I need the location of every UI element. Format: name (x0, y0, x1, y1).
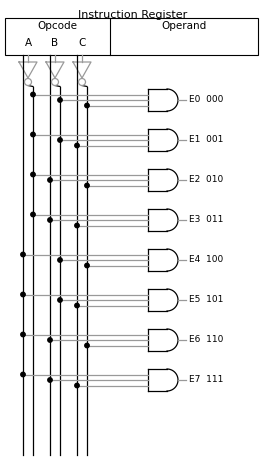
Circle shape (21, 252, 25, 257)
Circle shape (58, 298, 62, 302)
Circle shape (52, 78, 59, 86)
Circle shape (31, 212, 35, 217)
Circle shape (58, 98, 62, 102)
Circle shape (75, 143, 79, 148)
Circle shape (48, 178, 52, 182)
Circle shape (58, 138, 62, 142)
Text: Instruction Register: Instruction Register (78, 10, 188, 20)
Circle shape (31, 132, 35, 137)
Circle shape (48, 218, 52, 222)
Text: Operand: Operand (161, 21, 207, 31)
Circle shape (85, 183, 89, 188)
Circle shape (31, 172, 35, 177)
Text: E3  011: E3 011 (189, 216, 223, 225)
Circle shape (58, 258, 62, 262)
Text: B: B (51, 38, 59, 48)
Circle shape (31, 92, 35, 97)
Bar (5, 18, 258, 55)
Circle shape (85, 263, 89, 268)
Text: Opcode: Opcode (38, 21, 77, 31)
Text: E0  000: E0 000 (189, 95, 223, 104)
Circle shape (75, 223, 79, 227)
Circle shape (85, 343, 89, 348)
Text: E2  010: E2 010 (189, 175, 223, 185)
Circle shape (21, 292, 25, 297)
Circle shape (85, 103, 89, 108)
Circle shape (75, 384, 79, 388)
Text: A: A (24, 38, 32, 48)
Circle shape (48, 378, 52, 382)
Circle shape (21, 332, 25, 337)
Text: E5  101: E5 101 (189, 296, 223, 305)
Circle shape (75, 303, 79, 308)
Text: E4  100: E4 100 (189, 256, 223, 265)
Text: E7  111: E7 111 (189, 376, 223, 384)
Circle shape (21, 372, 25, 376)
Circle shape (78, 78, 85, 86)
Circle shape (48, 338, 52, 342)
Circle shape (24, 78, 31, 86)
Text: C: C (78, 38, 86, 48)
Text: E1  001: E1 001 (189, 135, 223, 144)
Text: E6  110: E6 110 (189, 336, 223, 345)
